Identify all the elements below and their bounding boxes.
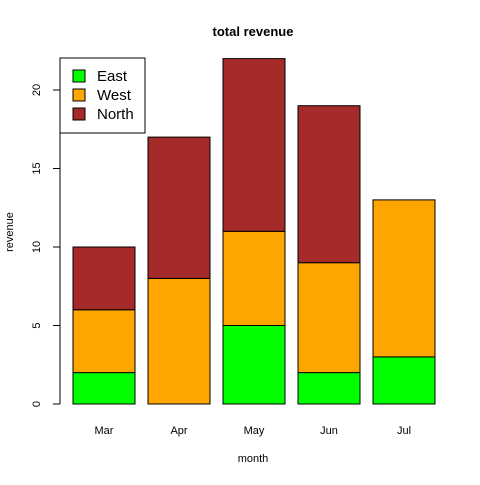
x-tick-label-may: May: [244, 425, 265, 437]
y-tick-label: 0: [31, 401, 43, 407]
x-tick-label-apr: Apr: [170, 425, 187, 437]
y-axis-label: revenue: [4, 212, 16, 252]
y-axis: 0 5 10 15 20: [31, 84, 61, 407]
legend-swatch-north: [72, 107, 86, 121]
bar-segment-jul-east: [372, 356, 436, 405]
bar-segment-jun-west: [297, 262, 361, 374]
bar-segment-apr-north: [147, 136, 211, 279]
legend: East West North: [59, 57, 146, 134]
legend-label-west: West: [97, 87, 132, 104]
bar-segment-jun-east: [297, 372, 361, 405]
legend-label-east: East: [97, 68, 128, 85]
legend-items: East West North: [72, 68, 134, 123]
bar-segment-jun-north: [297, 105, 361, 264]
bar-segment-may-west: [222, 230, 286, 326]
legend-swatch-west: [72, 88, 86, 102]
bar-segment-mar-west: [72, 309, 136, 374]
x-tick-label-jun: Jun: [320, 425, 338, 437]
bar-segment-apr-west: [147, 277, 211, 405]
chart-title: total revenue: [213, 24, 294, 39]
x-axis-ticks: Mar Apr May Jun Jul: [95, 425, 412, 437]
legend-label-north: North: [97, 106, 134, 123]
y-tick-label: 20: [31, 84, 43, 96]
bar-segment-mar-north: [72, 246, 136, 311]
y-tick-label: 5: [31, 322, 43, 328]
bar-segment-jul-west: [372, 199, 436, 358]
legend-swatch-east: [72, 69, 86, 83]
bars-layer: [72, 58, 436, 405]
bar-segment-may-east: [222, 325, 286, 405]
bar-segment-may-north: [222, 58, 286, 232]
y-tick-label: 15: [31, 162, 43, 174]
x-axis-label: month: [238, 453, 269, 465]
bar-segment-mar-east: [72, 372, 136, 405]
y-tick-label: 10: [31, 241, 43, 253]
x-tick-label-jul: Jul: [397, 425, 411, 437]
x-tick-label-mar: Mar: [95, 425, 114, 437]
